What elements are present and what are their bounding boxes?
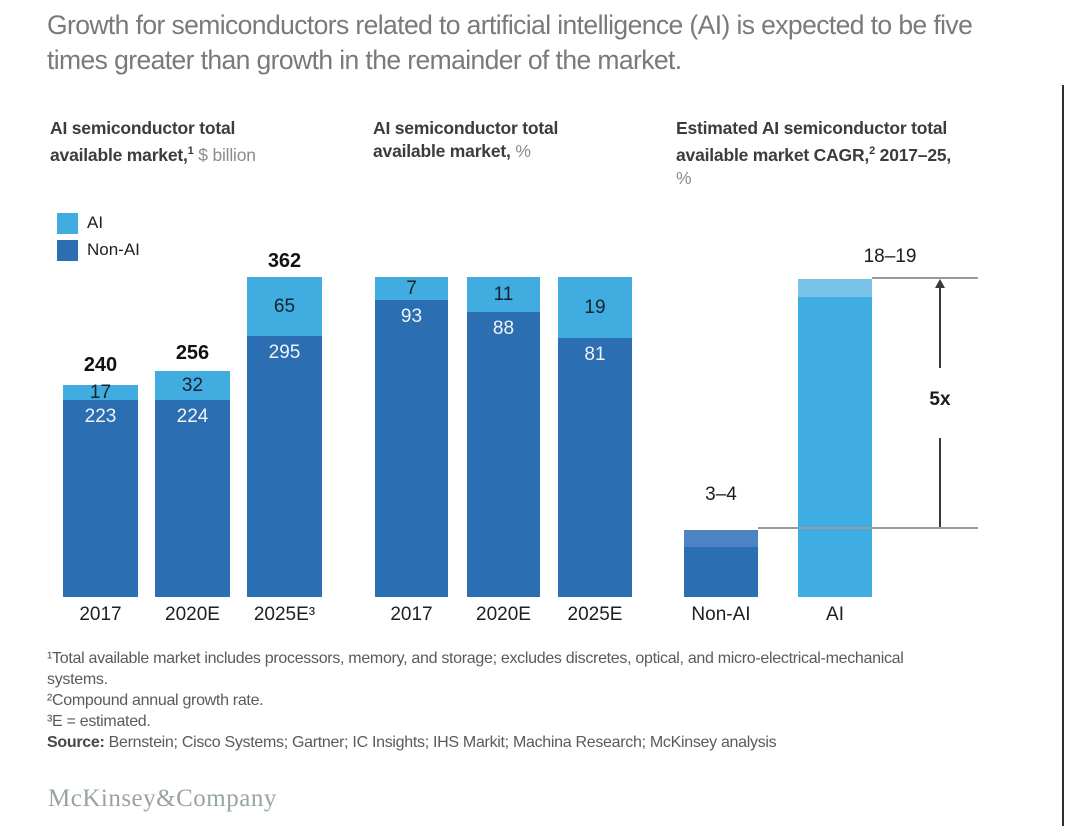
range-bar-ai	[798, 279, 872, 597]
growth-arrow-upper	[939, 286, 941, 368]
bar-total-label: 256	[175, 342, 210, 364]
segment-ai: 65	[247, 277, 322, 336]
x-axis-label: 2020E	[165, 604, 220, 625]
chart2-header-main: AI semiconductor total available market,	[373, 118, 559, 161]
segment-non-ai: 223	[63, 400, 138, 597]
chart3-header-years: 2017–25,	[879, 144, 952, 165]
x-axis-label: 2025E	[567, 604, 623, 625]
legend-swatch-ai	[57, 212, 78, 234]
bar-total-label: 240	[83, 354, 118, 376]
legend-label-ai: AI	[87, 213, 104, 232]
segment-value: 88	[492, 318, 515, 339]
multiplier-label: 5x	[929, 389, 951, 410]
segment-ai: 7	[375, 277, 448, 300]
growth-arrow-lower	[939, 438, 941, 527]
chart2-header: AI semiconductor total available market,…	[373, 117, 628, 163]
footnote-2: ²Compound annual growth rate.	[47, 692, 264, 709]
footnote-marker-1: 1	[187, 145, 194, 157]
range-label-ai: 18–19	[863, 246, 917, 267]
x-axis-label: Non-AI	[691, 604, 751, 625]
bar-2025e-pct: 19 81	[558, 277, 632, 597]
source-label: Source:	[47, 734, 105, 751]
segment-value: 224	[176, 406, 209, 427]
segment-value: 32	[181, 375, 204, 396]
bar-2020e-pct: 11 88	[467, 277, 540, 597]
reference-line-top	[872, 277, 978, 279]
x-axis-label: 2017	[390, 604, 433, 625]
bar-2017-pct: 7 93	[375, 277, 448, 597]
legend-item-non-ai: Non-AI	[57, 239, 140, 261]
segment-non-ai: 295	[247, 336, 322, 597]
bar-total-label: 362	[267, 250, 302, 272]
footnote-3: ³E = estimated.	[47, 713, 151, 730]
range-fill-ai	[798, 297, 872, 597]
segment-non-ai: 224	[155, 400, 230, 597]
segment-value: 295	[268, 342, 301, 363]
chart1-header-main: AI semiconductor total available market,	[50, 118, 236, 165]
chart3-header-unit: %	[676, 167, 692, 188]
chart3-header: Estimated AI semiconductor total availab…	[676, 117, 991, 190]
footnotes: ¹Total available market includes process…	[47, 648, 927, 753]
segment-value: 17	[89, 382, 112, 403]
segment-non-ai: 81	[558, 338, 632, 597]
segment-value: 19	[584, 297, 606, 318]
reference-line-bottom	[758, 527, 978, 529]
segment-non-ai: 93	[375, 300, 448, 597]
range-fill-non-ai	[684, 547, 758, 597]
segment-ai: 32	[155, 371, 230, 400]
chart2-header-unit: %	[515, 141, 531, 161]
segment-value: 7	[406, 278, 417, 299]
segment-ai: 17	[63, 382, 138, 403]
range-band-ai	[798, 279, 872, 297]
range-label-non-ai: 3–4	[705, 484, 737, 505]
segment-value: 223	[84, 406, 117, 427]
range-band-non-ai	[684, 530, 758, 547]
segment-value: 93	[400, 306, 423, 327]
segment-non-ai: 88	[467, 312, 540, 597]
bar-2025e-dollar: 65 295	[247, 277, 322, 597]
legend-swatch-non-ai	[57, 239, 78, 261]
x-axis-label: 2017	[79, 604, 122, 625]
growth-arrow-head	[935, 279, 945, 288]
segment-value: 65	[273, 296, 296, 317]
legend-item-ai: AI	[57, 212, 103, 234]
segment-value: 11	[493, 284, 514, 305]
x-axis-label: 2025E³	[253, 604, 316, 625]
frame-right-border	[1062, 85, 1064, 826]
source-line: Source: Bernstein; Cisco Systems; Gartne…	[47, 732, 927, 753]
x-axis-label: 2020E	[476, 604, 531, 625]
segment-value: 81	[584, 344, 606, 365]
footnote-marker-2: 2	[869, 145, 875, 157]
bar-2017-dollar: 17 223	[63, 382, 138, 597]
chart3-header-main: Estimated AI semiconductor total availab…	[676, 118, 948, 165]
page-title: Growth for semiconductors related to art…	[47, 10, 973, 75]
mckinsey-logo: McKinsey&Company	[48, 785, 277, 812]
chart1-header-unit: $ billion	[198, 144, 256, 165]
segment-ai: 11	[467, 277, 540, 312]
source-text: Bernstein; Cisco Systems; Gartner; IC In…	[104, 734, 777, 751]
footnote-1: ¹Total available market includes process…	[47, 650, 904, 688]
bar-2020e-dollar: 32 224	[155, 371, 230, 597]
range-bar-non-ai	[684, 530, 758, 597]
legend-label-non-ai: Non-AI	[87, 240, 140, 259]
segment-ai: 19	[558, 277, 632, 338]
x-axis-label: AI	[826, 604, 844, 625]
chart1-header: AI semiconductor total available market,…	[50, 117, 305, 167]
